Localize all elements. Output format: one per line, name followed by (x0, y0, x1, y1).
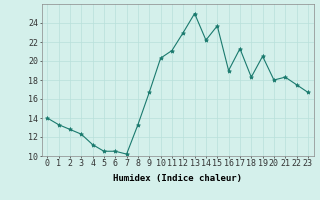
X-axis label: Humidex (Indice chaleur): Humidex (Indice chaleur) (113, 174, 242, 183)
